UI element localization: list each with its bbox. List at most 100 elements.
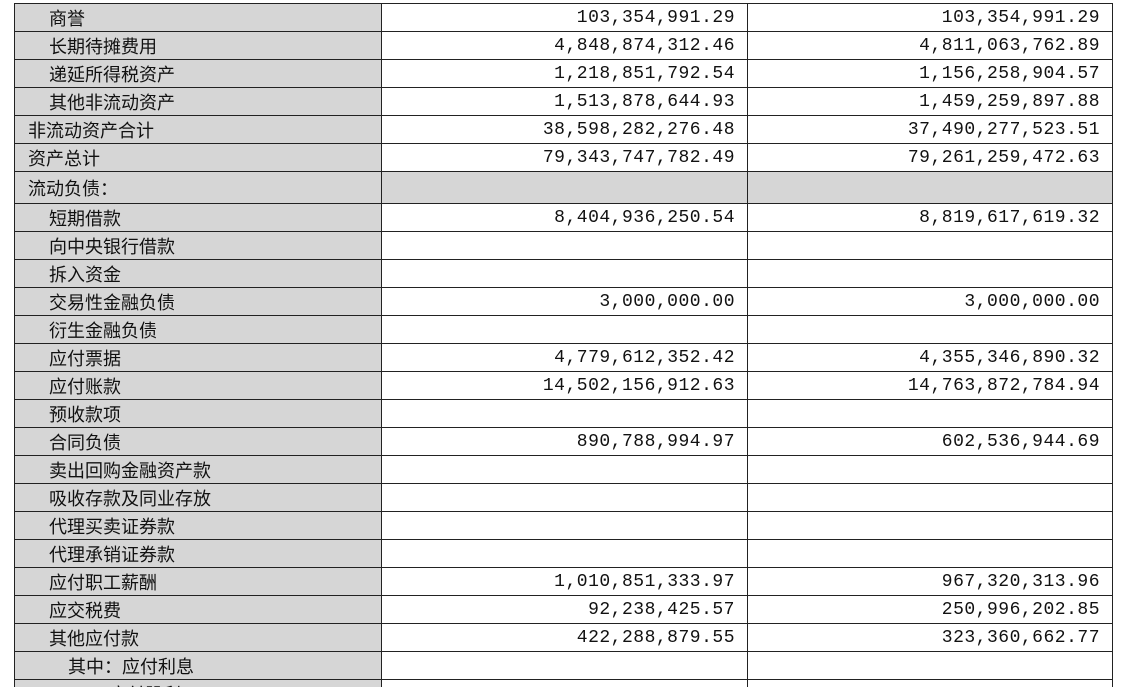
table-row: 流动负债： xyxy=(14,172,1113,204)
balance-sheet-table: 商誉 103,354,991.29 103,354,991.29 长期待摊费用 4,84… xyxy=(14,3,1113,687)
table-row: 代理承销证券款 xyxy=(14,540,1113,568)
value-cell xyxy=(381,652,747,679)
table-row: 合同负债 890,788,994.97 602,536,944.69 xyxy=(14,428,1113,456)
value-cell xyxy=(381,456,747,483)
value-cell: 103,354,991.29 xyxy=(381,4,747,31)
row-label: 应交税费 xyxy=(14,596,381,623)
row-label: 其中：应付利息 xyxy=(14,652,381,679)
value-cell xyxy=(747,316,1113,343)
table-row: 非流动资产合计 38,598,282,276.48 37,490,277,523.5… xyxy=(14,116,1113,144)
value-cell xyxy=(381,400,747,427)
table-row: 卖出回购金融资产款 xyxy=(14,456,1113,484)
table-row: 向中央银行借款 xyxy=(14,232,1113,260)
row-label: 代理承销证券款 xyxy=(14,540,381,567)
table-row: 衍生金融负债 xyxy=(14,316,1113,344)
value-cell xyxy=(747,484,1113,511)
value-cell xyxy=(381,260,747,287)
value-cell xyxy=(381,540,747,567)
table-row: 应付账款 14,502,156,912.63 14,763,872,784.94 xyxy=(14,372,1113,400)
row-label: 衍生金融负债 xyxy=(14,316,381,343)
row-label: 流动负债： xyxy=(14,172,381,203)
table-row: 递延所得税资产 1,218,851,792.54 1,156,258,904.57 xyxy=(14,60,1113,88)
value-cell: 14,763,872,784.94 xyxy=(747,372,1113,399)
table-row: 代理买卖证券款 xyxy=(14,512,1113,540)
value-cell: 1,156,258,904.57 xyxy=(747,60,1113,87)
value-cell: 4,355,346,890.32 xyxy=(747,344,1113,371)
value-cell: 4,848,874,312.46 xyxy=(381,32,747,59)
value-cell xyxy=(747,652,1113,679)
value-cell xyxy=(381,484,747,511)
row-label: 拆入资金 xyxy=(14,260,381,287)
value-cell xyxy=(747,540,1113,567)
value-cell: 4,779,612,352.42 xyxy=(381,344,747,371)
value-cell: 8,819,617,619.32 xyxy=(747,204,1113,231)
row-label: 短期借款 xyxy=(14,204,381,231)
row-label: 其他非流动资产 xyxy=(14,88,381,115)
table-row: 应付职工薪酬 1,010,851,333.97 967,320,313.96 xyxy=(14,568,1113,596)
value-cell xyxy=(747,512,1113,539)
row-label: 非流动资产合计 xyxy=(14,116,381,143)
row-label: 卖出回购金融资产款 xyxy=(14,456,381,483)
table-row: 拆入资金 xyxy=(14,260,1113,288)
row-label: 向中央银行借款 xyxy=(14,232,381,259)
table-row: 短期借款 8,404,936,250.54 8,819,617,619.32 xyxy=(14,204,1113,232)
row-label: 吸收存款及同业存放 xyxy=(14,484,381,511)
value-cell: 1,513,878,644.93 xyxy=(381,88,747,115)
value-cell xyxy=(381,680,747,687)
value-cell: 1,010,851,333.97 xyxy=(381,568,747,595)
value-cell xyxy=(381,232,747,259)
value-cell: 92,238,425.57 xyxy=(381,596,747,623)
table-row: 其他非流动资产 1,513,878,644.93 1,459,259,897.88 xyxy=(14,88,1113,116)
table-row: 应交税费 92,238,425.57 250,996,202.85 xyxy=(14,596,1113,624)
value-cell: 79,343,747,782.49 xyxy=(381,144,747,171)
value-cell: 3,000,000.00 xyxy=(747,288,1113,315)
value-cell: 1,218,851,792.54 xyxy=(381,60,747,87)
row-label: 应付账款 xyxy=(14,372,381,399)
value-cell: 967,320,313.96 xyxy=(747,568,1113,595)
table-row: 应付票据 4,779,612,352.42 4,355,346,890.32 xyxy=(14,344,1113,372)
value-cell xyxy=(381,316,747,343)
table-row: 应付股利 xyxy=(14,680,1113,687)
table-row: 交易性金融负债 3,000,000.00 3,000,000.00 xyxy=(14,288,1113,316)
table-row: 吸收存款及同业存放 xyxy=(14,484,1113,512)
row-label: 长期待摊费用 xyxy=(14,32,381,59)
value-cell: 602,536,944.69 xyxy=(747,428,1113,455)
value-cell: 250,996,202.85 xyxy=(747,596,1113,623)
table-row: 其他应付款 422,288,879.55 323,360,662.77 xyxy=(14,624,1113,652)
value-cell: 103,354,991.29 xyxy=(747,4,1113,31)
table-row: 商誉 103,354,991.29 103,354,991.29 xyxy=(14,4,1113,32)
value-cell xyxy=(747,456,1113,483)
row-label: 资产总计 xyxy=(14,144,381,171)
row-label: 预收款项 xyxy=(14,400,381,427)
table-row: 长期待摊费用 4,848,874,312.46 4,811,063,762.89 xyxy=(14,32,1113,60)
row-label: 应付职工薪酬 xyxy=(14,568,381,595)
value-cell: 8,404,936,250.54 xyxy=(381,204,747,231)
value-cell xyxy=(747,260,1113,287)
value-cell: 37,490,277,523.51 xyxy=(747,116,1113,143)
value-cell: 422,288,879.55 xyxy=(381,624,747,651)
value-cell xyxy=(381,172,747,203)
value-cell: 890,788,994.97 xyxy=(381,428,747,455)
row-label: 递延所得税资产 xyxy=(14,60,381,87)
value-cell xyxy=(747,172,1113,203)
row-label: 其他应付款 xyxy=(14,624,381,651)
value-cell: 323,360,662.77 xyxy=(747,624,1113,651)
value-cell: 79,261,259,472.63 xyxy=(747,144,1113,171)
row-label: 应付票据 xyxy=(14,344,381,371)
value-cell xyxy=(381,512,747,539)
value-cell xyxy=(747,232,1113,259)
value-cell: 4,811,063,762.89 xyxy=(747,32,1113,59)
row-label: 应付股利 xyxy=(14,680,381,687)
value-cell xyxy=(747,680,1113,687)
table-row: 其中：应付利息 xyxy=(14,652,1113,680)
table-row: 资产总计 79,343,747,782.49 79,261,259,472.63 xyxy=(14,144,1113,172)
row-label: 代理买卖证券款 xyxy=(14,512,381,539)
value-cell: 3,000,000.00 xyxy=(381,288,747,315)
row-label: 商誉 xyxy=(14,4,381,31)
table-row: 预收款项 xyxy=(14,400,1113,428)
row-label: 合同负债 xyxy=(14,428,381,455)
value-cell: 1,459,259,897.88 xyxy=(747,88,1113,115)
value-cell: 38,598,282,276.48 xyxy=(381,116,747,143)
row-label: 交易性金融负债 xyxy=(14,288,381,315)
